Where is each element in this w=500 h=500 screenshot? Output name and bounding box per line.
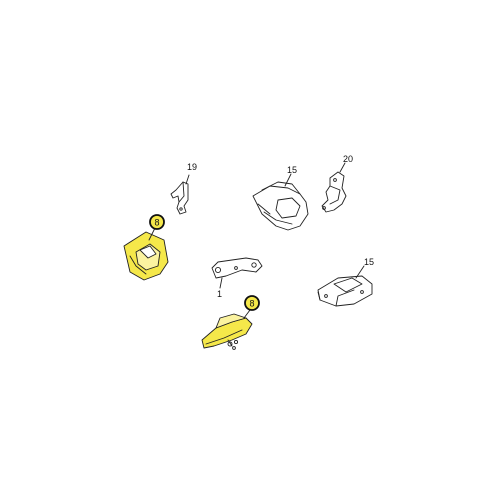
callout-20-label: 20	[343, 154, 353, 164]
callout-1-label: 1	[217, 289, 222, 299]
callout-1[interactable]: 1	[217, 289, 222, 299]
callout-15-right[interactable]: 15	[364, 257, 374, 267]
part-19-bracket	[170, 174, 190, 215]
callout-8-lower[interactable]: 8	[244, 295, 260, 311]
callout-15-right-label: 15	[364, 257, 374, 267]
callout-15-top-label: 15	[287, 165, 297, 175]
callout-19-label: 19	[187, 162, 197, 172]
part-15-housing-top	[252, 173, 309, 231]
callout-8-left-label: 8	[154, 218, 159, 228]
part-8-pad-left	[123, 227, 169, 281]
part-15-housing-right	[317, 265, 373, 307]
callout-15-top[interactable]: 15	[287, 165, 297, 175]
part-1-linkage-arm	[211, 257, 263, 289]
callout-8-left[interactable]: 8	[149, 214, 165, 230]
callout-20[interactable]: 20	[343, 154, 353, 164]
part-8-slider-lower	[201, 309, 253, 350]
callout-8-lower-label: 8	[249, 299, 254, 309]
part-20-bracket	[321, 162, 347, 213]
callout-19[interactable]: 19	[187, 162, 197, 172]
